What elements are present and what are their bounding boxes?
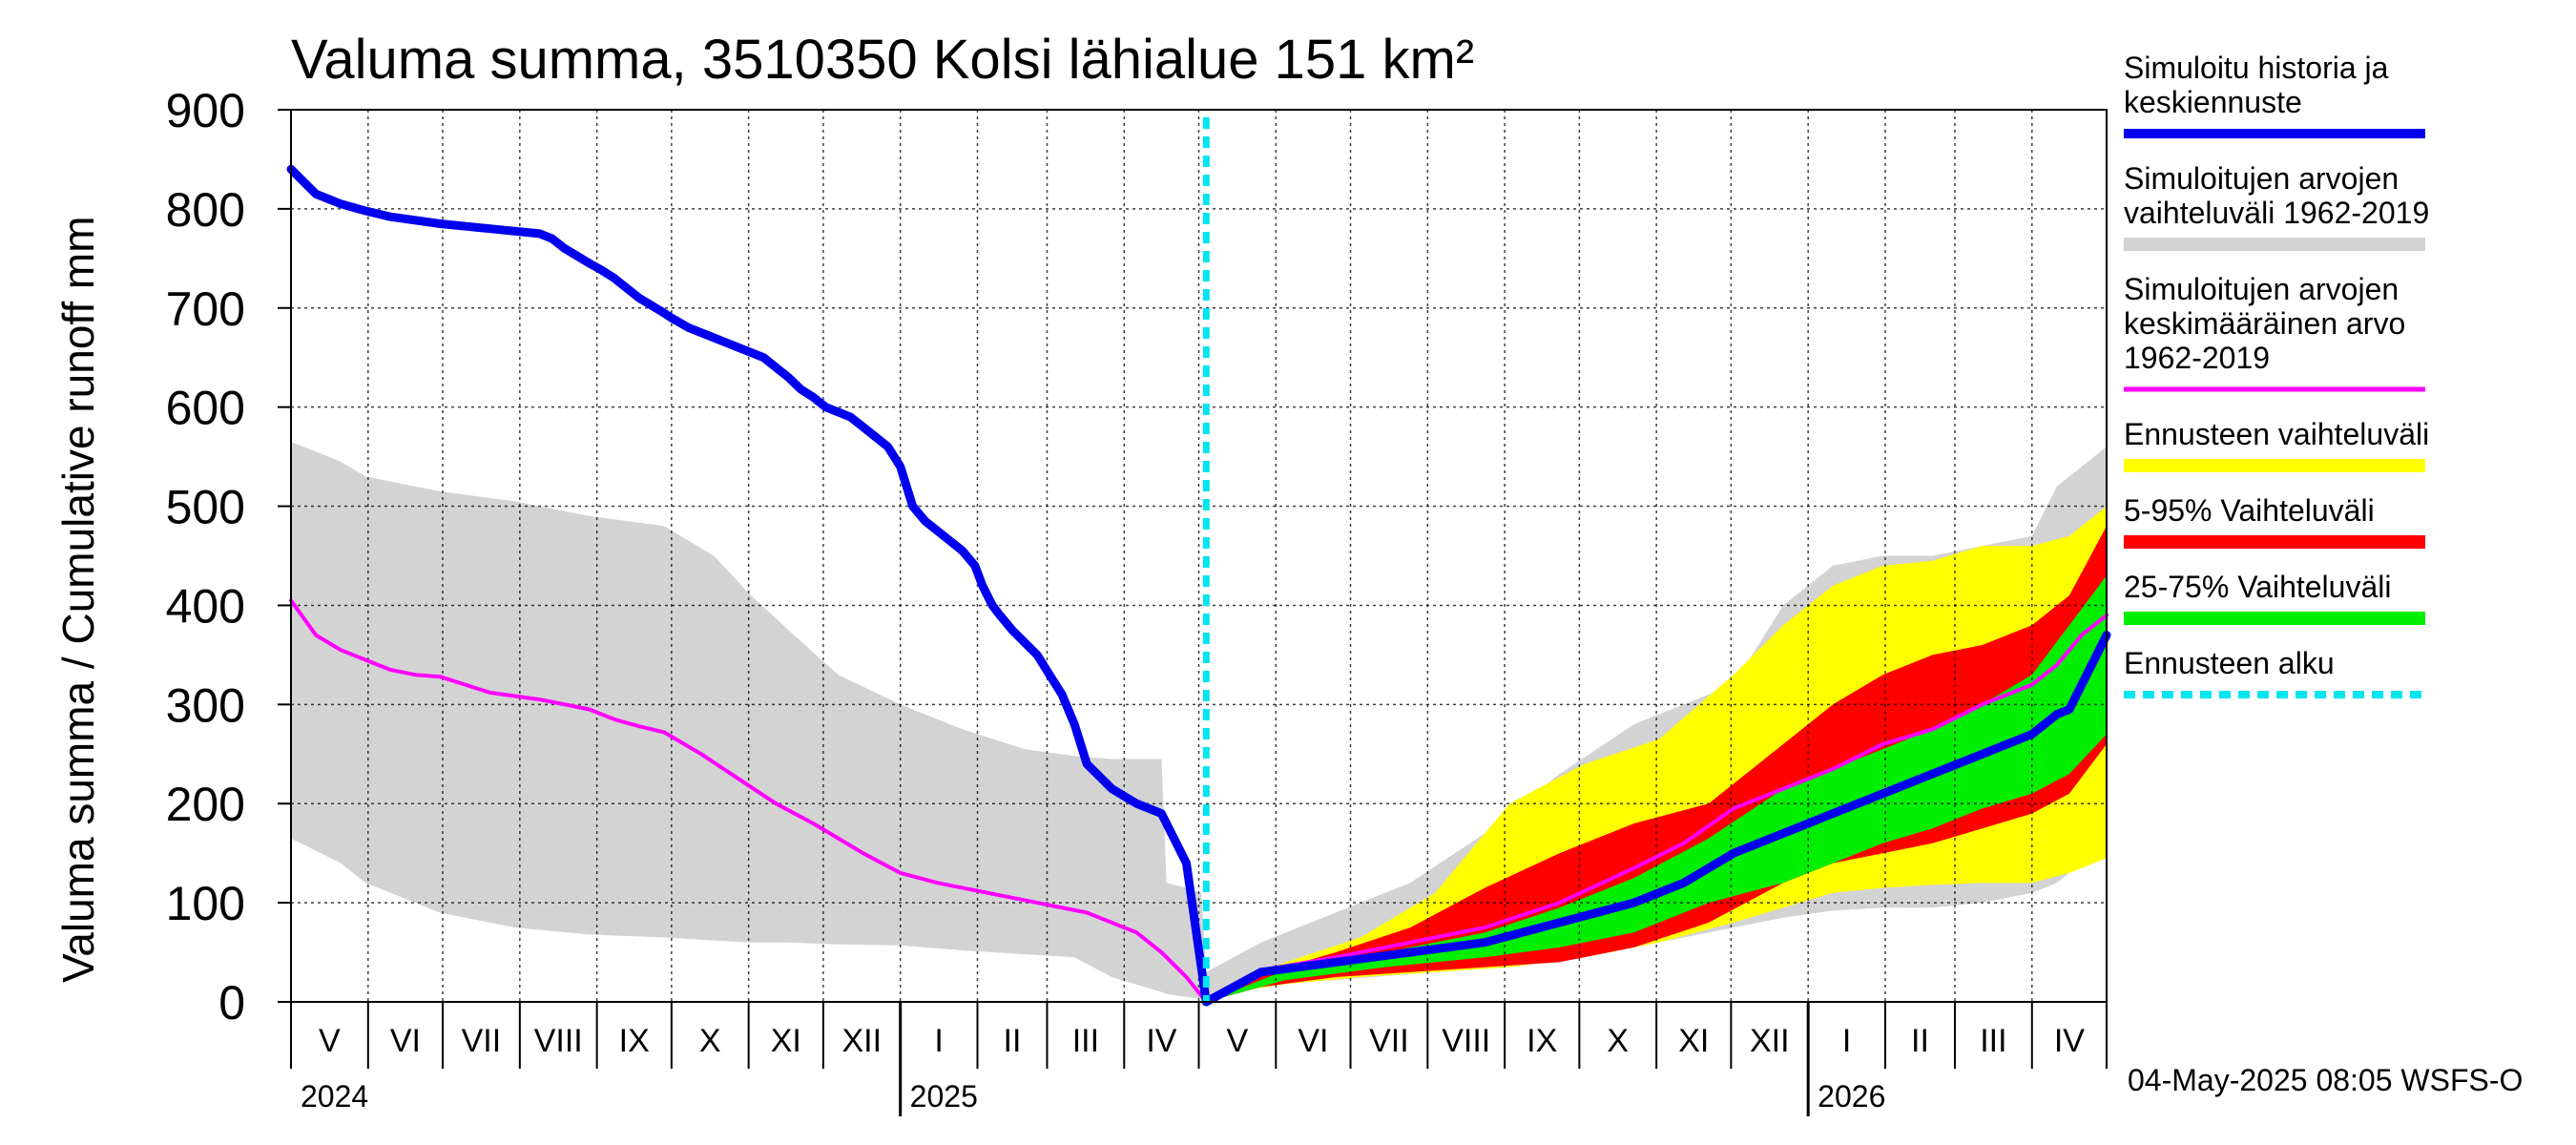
month-label: III (1072, 1023, 1099, 1059)
month-label: II (1004, 1023, 1022, 1059)
legend-label: Simuloitujen arvojen (2124, 161, 2399, 196)
month-label: VIII (1442, 1023, 1490, 1059)
chart-title: Valuma summa, 3510350 Kolsi lähialue 151… (291, 29, 1474, 91)
legend-label: 5-95% Vaihteluväli (2124, 493, 2375, 528)
legend-label: keskimääräinen arvo (2124, 306, 2405, 341)
y-tick-label: 500 (166, 481, 245, 534)
y-tick-label: 400 (166, 579, 245, 633)
month-label: III (1980, 1023, 2006, 1059)
y-tick-label: 600 (166, 382, 245, 435)
timestamp-label: 04-May-2025 08:05 WSFS-O (2128, 1063, 2523, 1097)
month-label: X (1607, 1023, 1629, 1059)
year-label: 2026 (1818, 1079, 1885, 1114)
month-label: V (1227, 1023, 1249, 1059)
month-label: XI (1678, 1023, 1709, 1059)
y-tick-label: 700 (166, 282, 245, 336)
y-tick-label: 300 (166, 678, 245, 732)
month-label: I (934, 1023, 943, 1059)
month-label: IX (1527, 1023, 1557, 1059)
y-tick-label: 900 (166, 84, 245, 137)
month-label: VI (1298, 1023, 1328, 1059)
legend-label: vaihteluväli 1962-2019 (2124, 196, 2429, 230)
median-line (286, 164, 2111, 1007)
month-label: XI (771, 1023, 801, 1059)
month-label: VII (1369, 1023, 1409, 1059)
month-label: X (699, 1023, 721, 1059)
month-label: IV (2054, 1023, 2085, 1059)
month-label: VII (462, 1023, 502, 1059)
month-label: XII (841, 1023, 882, 1059)
forecast-range-band (1206, 506, 2107, 1002)
legend-label: keskiennuste (2124, 85, 2302, 119)
year-label: 2024 (301, 1079, 368, 1114)
legend-label: Ennusteen vaihteluväli (2124, 417, 2429, 451)
y-tick-label: 100 (166, 877, 245, 930)
month-label: V (319, 1023, 341, 1059)
legend-label: 25-75% Vaihteluväli (2124, 570, 2391, 604)
legend-label: 1962-2019 (2124, 341, 2270, 375)
y-tick-label: 800 (166, 183, 245, 237)
y-tick-label: 0 (218, 976, 245, 1030)
month-label: IV (1146, 1023, 1176, 1059)
y-tick-label: 200 (166, 778, 245, 831)
month-label: I (1842, 1023, 1851, 1059)
year-label: 2025 (910, 1079, 978, 1114)
month-label: VI (390, 1023, 421, 1059)
legend-label: Ennusteen alku (2124, 646, 2335, 680)
legend-label: Simuloitu historia ja (2124, 51, 2389, 85)
history-range-band (291, 442, 1207, 1002)
y-axis-label: Valuma summa / Cumulative runoff mm (53, 216, 103, 983)
month-label: XII (1750, 1023, 1790, 1059)
legend-label: Simuloitujen arvojen (2124, 272, 2399, 306)
month-label: IX (619, 1023, 650, 1059)
p25-75-band (1206, 575, 2107, 1002)
month-label: VIII (534, 1023, 583, 1059)
mean-line (289, 598, 2109, 1004)
month-label: II (1911, 1023, 1929, 1059)
